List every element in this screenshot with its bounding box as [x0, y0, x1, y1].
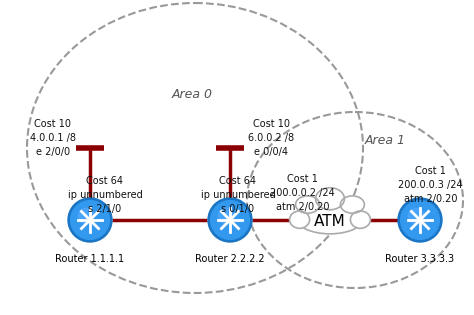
- Text: Router 2.2.2.2: Router 2.2.2.2: [195, 254, 265, 264]
- Circle shape: [78, 208, 94, 224]
- Text: Cost 1
200.0.0.3 /24
atm 2/0.20: Cost 1 200.0.0.3 /24 atm 2/0.20: [398, 166, 463, 203]
- Ellipse shape: [296, 196, 319, 213]
- Circle shape: [71, 201, 109, 239]
- Circle shape: [408, 208, 424, 224]
- Text: Cost 10
4.0.0.1 /8
e 2/0/0: Cost 10 4.0.0.1 /8 e 2/0/0: [30, 119, 76, 157]
- Text: Cost 64
ip unnumbered
s 2/1/0: Cost 64 ip unnumbered s 2/1/0: [68, 176, 142, 214]
- Text: Area 1: Area 1: [365, 134, 405, 146]
- Circle shape: [398, 198, 442, 242]
- Text: Cost 1
200.0.0.2 /24
atm 2/0.20: Cost 1 200.0.0.2 /24 atm 2/0.20: [270, 175, 335, 212]
- Text: Router 1.1.1.1: Router 1.1.1.1: [55, 254, 125, 264]
- Circle shape: [208, 198, 252, 242]
- Text: Router 3.3.3.3: Router 3.3.3.3: [385, 254, 455, 264]
- Ellipse shape: [340, 196, 365, 213]
- Text: Cost 10
6.0.0.2 /8
e 0/0/4: Cost 10 6.0.0.2 /8 e 0/0/4: [248, 119, 294, 157]
- Circle shape: [219, 208, 234, 224]
- Circle shape: [68, 198, 112, 242]
- Text: Area 0: Area 0: [172, 89, 212, 101]
- Circle shape: [210, 201, 249, 239]
- Ellipse shape: [350, 211, 370, 228]
- Circle shape: [401, 201, 439, 239]
- Ellipse shape: [316, 188, 345, 210]
- Ellipse shape: [296, 202, 364, 234]
- Ellipse shape: [290, 211, 310, 228]
- Text: Cost 64
ip unnumbered
s 0/1/0: Cost 64 ip unnumbered s 0/1/0: [201, 176, 275, 214]
- Text: ATM: ATM: [314, 214, 346, 228]
